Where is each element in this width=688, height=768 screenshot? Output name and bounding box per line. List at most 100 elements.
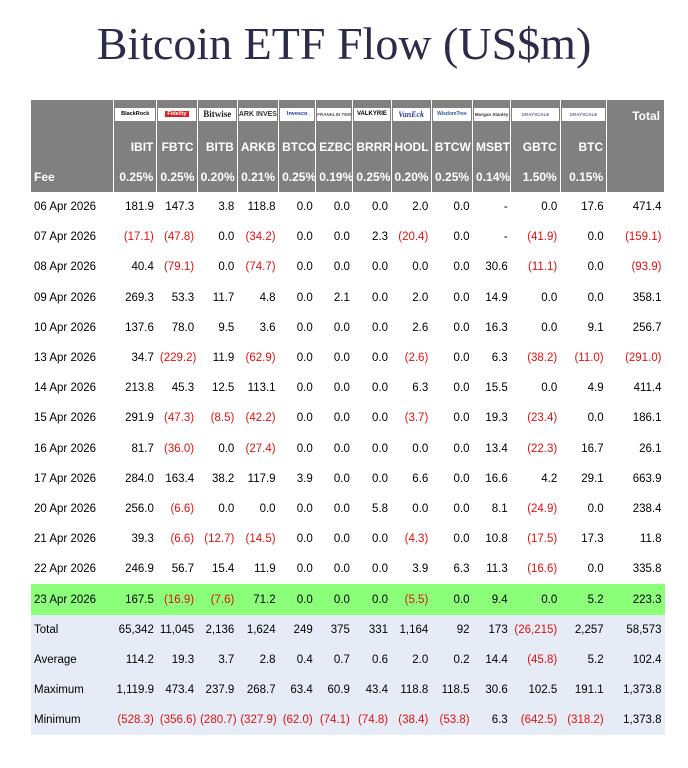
flow-value: 0.0 [372, 442, 389, 455]
row-date: 09 Apr 2026 [34, 291, 97, 304]
flow-value: 0.0 [296, 321, 313, 334]
issuer-logo-grayscale: GRAYSCALE [561, 108, 606, 121]
table-row: 09 Apr 2026 269.3 53.3 11.7 4.8 0.0 2.1 0.0 2.0 0… [31, 283, 665, 313]
fee-value: 0.25% [352, 162, 392, 192]
fee-value: 0.21% [237, 162, 280, 192]
flow-value: 71.2 [237, 584, 279, 615]
flow-value: 0.0 [372, 352, 389, 365]
row-date: 21 Apr 2026 [34, 533, 97, 546]
flow-value: 0.0 [453, 412, 470, 425]
flow-value: 34.7 [131, 352, 154, 365]
flow-value: 0.0 [453, 502, 470, 515]
flow-value: 0.0 [541, 201, 558, 214]
flow-value: 0.0 [587, 563, 604, 576]
ticker-label-cell [31, 132, 115, 162]
flow-value: (47.3) [164, 412, 195, 425]
flow-value: (11.0) [574, 352, 604, 365]
flow-value: 14.9 [485, 291, 508, 304]
flow-value: 39.3 [131, 533, 154, 546]
summary-value: 0.2 [431, 644, 473, 675]
row-total: 238.4 [632, 502, 662, 515]
summary-value: (528.3) [113, 705, 157, 736]
page-title: Bitcoin ETF Flow (US$m) [96, 18, 592, 69]
flow-value: 11.3 [486, 563, 508, 576]
summary-value: 1,624 [237, 614, 279, 645]
summary-value: (62.0) [278, 705, 316, 736]
flow-value: 0.0 [453, 533, 470, 546]
summary-row-average: Average 114.2 19.3 3.7 2.8 0.4 0.7 0.6 2.0 0.2 14.… [31, 644, 665, 675]
row-total: 471.4 [632, 201, 662, 214]
flow-value: 0.0 [333, 201, 350, 214]
ticker-header: BTCW [431, 132, 474, 162]
summary-value: (53.8) [431, 705, 473, 736]
flow-value: (8.5) [210, 412, 235, 425]
summary-total: 1,373.8 [606, 675, 665, 706]
flow-value: 0.0 [333, 352, 350, 365]
flow-value: (34.2) [245, 231, 276, 244]
summary-value: (74.1) [315, 705, 353, 736]
issuer-logo-valkyrie: VALKYRIE [354, 108, 390, 121]
issuer-logo-cell: WisdomTree [431, 100, 474, 132]
table-row: 14 Apr 2026 213.8 45.3 12.5 113.1 0.0 0.0 0.0 6.… [31, 373, 665, 403]
flow-value: 40.4 [131, 261, 154, 274]
flow-value: 118.8 [247, 201, 276, 214]
ticker-header: ARKB [237, 132, 280, 162]
summary-value: (26,215) [510, 614, 561, 645]
flow-value: 0.0 [259, 502, 276, 515]
flow-value: 0.0 [352, 584, 392, 615]
flow-value: 56.7 [171, 563, 195, 576]
row-date: 16 Apr 2026 [34, 442, 97, 455]
flow-value: 17.6 [581, 201, 604, 214]
flow-value: 6.3 [453, 563, 470, 576]
summary-value: 14.4 [472, 644, 511, 675]
flow-value: 0.0 [372, 472, 389, 485]
flow-value: 45.3 [171, 382, 195, 395]
summary-value: 191.1 [560, 675, 607, 706]
flow-value: 6.6 [412, 472, 429, 485]
row-total: 256.7 [632, 321, 662, 334]
flow-value: (12.7) [204, 533, 235, 546]
summary-label: Minimum [31, 705, 114, 736]
flow-value: 9.5 [218, 321, 235, 334]
flow-value: 0.0 [510, 584, 561, 615]
summary-row-maximum: Maximum 1,119.9 473.4 237.9 268.7 63.4 60.9 43.… [31, 675, 665, 706]
flow-value: 0.0 [296, 261, 313, 274]
summary-value: 19.3 [156, 644, 198, 675]
row-date: 17 Apr 2026 [34, 472, 97, 485]
flow-value: (47.8) [164, 231, 195, 244]
summary-label: Maximum [31, 675, 114, 706]
flow-value: 0.0 [278, 584, 316, 615]
flow-value: 0.0 [333, 231, 350, 244]
flow-value: (22.3) [527, 442, 558, 455]
flow-value: 0.0 [296, 502, 313, 515]
flow-value: 0.0 [296, 352, 313, 365]
issuer-logo-morgan-stanley: Morgan Stanley [474, 108, 510, 121]
summary-row-minimum: Minimum (528.3) (356.6) (280.7) (327.9) (62.0… [31, 705, 665, 736]
issuer-logo-invesco: Invesco [280, 108, 315, 121]
issuer-logo-cell: Fidelity [156, 100, 198, 132]
fee-label: Fee [31, 162, 115, 192]
flow-value: 9.1 [587, 321, 604, 334]
flow-value: 6.3 [412, 382, 429, 395]
flow-value: 19.3 [485, 412, 508, 425]
table-row: 07 Apr 2026 (17.1) (47.8) 0.0 (34.2) 0.0 0.0 2.… [31, 222, 665, 252]
ticker-total-cell [606, 132, 665, 162]
summary-value: 102.5 [510, 675, 561, 706]
summary-value: 11,045 [156, 614, 198, 645]
flow-value: - [503, 231, 508, 244]
flow-value: (16.6) [527, 563, 558, 576]
flow-value: (38.2) [527, 352, 558, 365]
flow-value: (74.7) [245, 261, 276, 274]
fee-total-cell [606, 162, 665, 192]
summary-total: 58,573 [606, 614, 665, 645]
ticker-header: BTCO [278, 132, 317, 162]
row-total: 26.1 [639, 442, 662, 455]
flow-value: (6.6) [170, 533, 195, 546]
flow-value: 0.0 [412, 261, 429, 274]
fee-row: Fee 0.25% 0.25% 0.20% 0.21% 0.25% 0.19% 0.25% 0.… [31, 162, 665, 192]
row-total: 335.8 [632, 563, 662, 576]
flow-value: 5.8 [372, 502, 389, 515]
table-row: 08 Apr 2026 40.4 (79.1) 0.0 (74.7) 0.0 0.0 0.0 0… [31, 252, 665, 282]
flow-value: (41.9) [527, 231, 558, 244]
summary-value: 2.0 [391, 644, 432, 675]
